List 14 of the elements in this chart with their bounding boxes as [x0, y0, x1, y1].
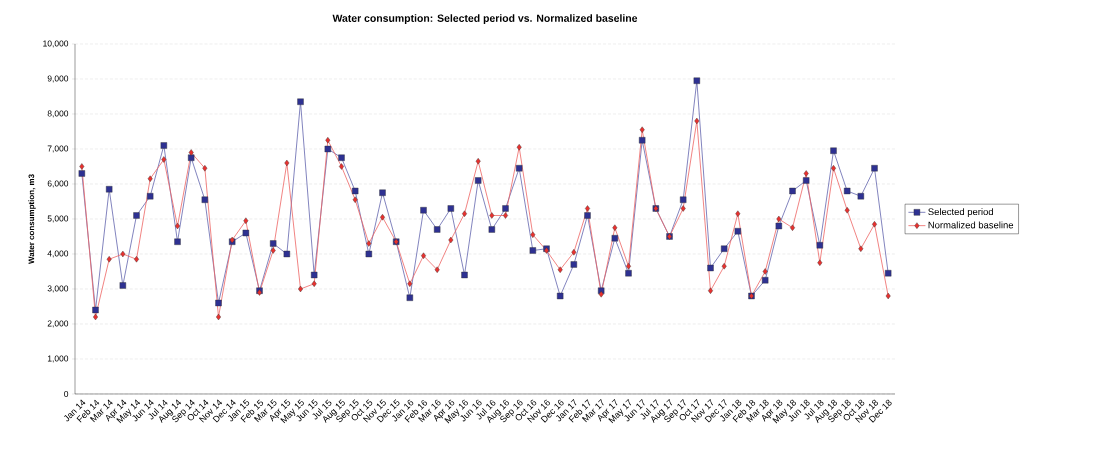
y-tick-label: 9,000: [47, 75, 69, 83]
y-tick-label: 7,000: [47, 145, 69, 153]
y-tick-label: 0: [64, 390, 69, 397]
y-tick-label: 5,000: [47, 215, 69, 223]
legend-label: Selected period: [928, 208, 993, 217]
y-tick-label: 1,000: [47, 355, 69, 363]
y-tick-label: 3,000: [47, 285, 69, 293]
y-tick-label: 10,000: [43, 40, 69, 48]
y-tick-label: 4,000: [47, 250, 69, 258]
y-tick-label: 8,000: [47, 110, 69, 118]
y-tick-label: 2,000: [47, 320, 69, 328]
legend-label: Normalized baseline: [928, 221, 1014, 229]
chart-title: Water consumption: Selected period vs. Normalized baseline: [332, 14, 638, 24]
y-tick-label: 6,000: [47, 180, 69, 188]
